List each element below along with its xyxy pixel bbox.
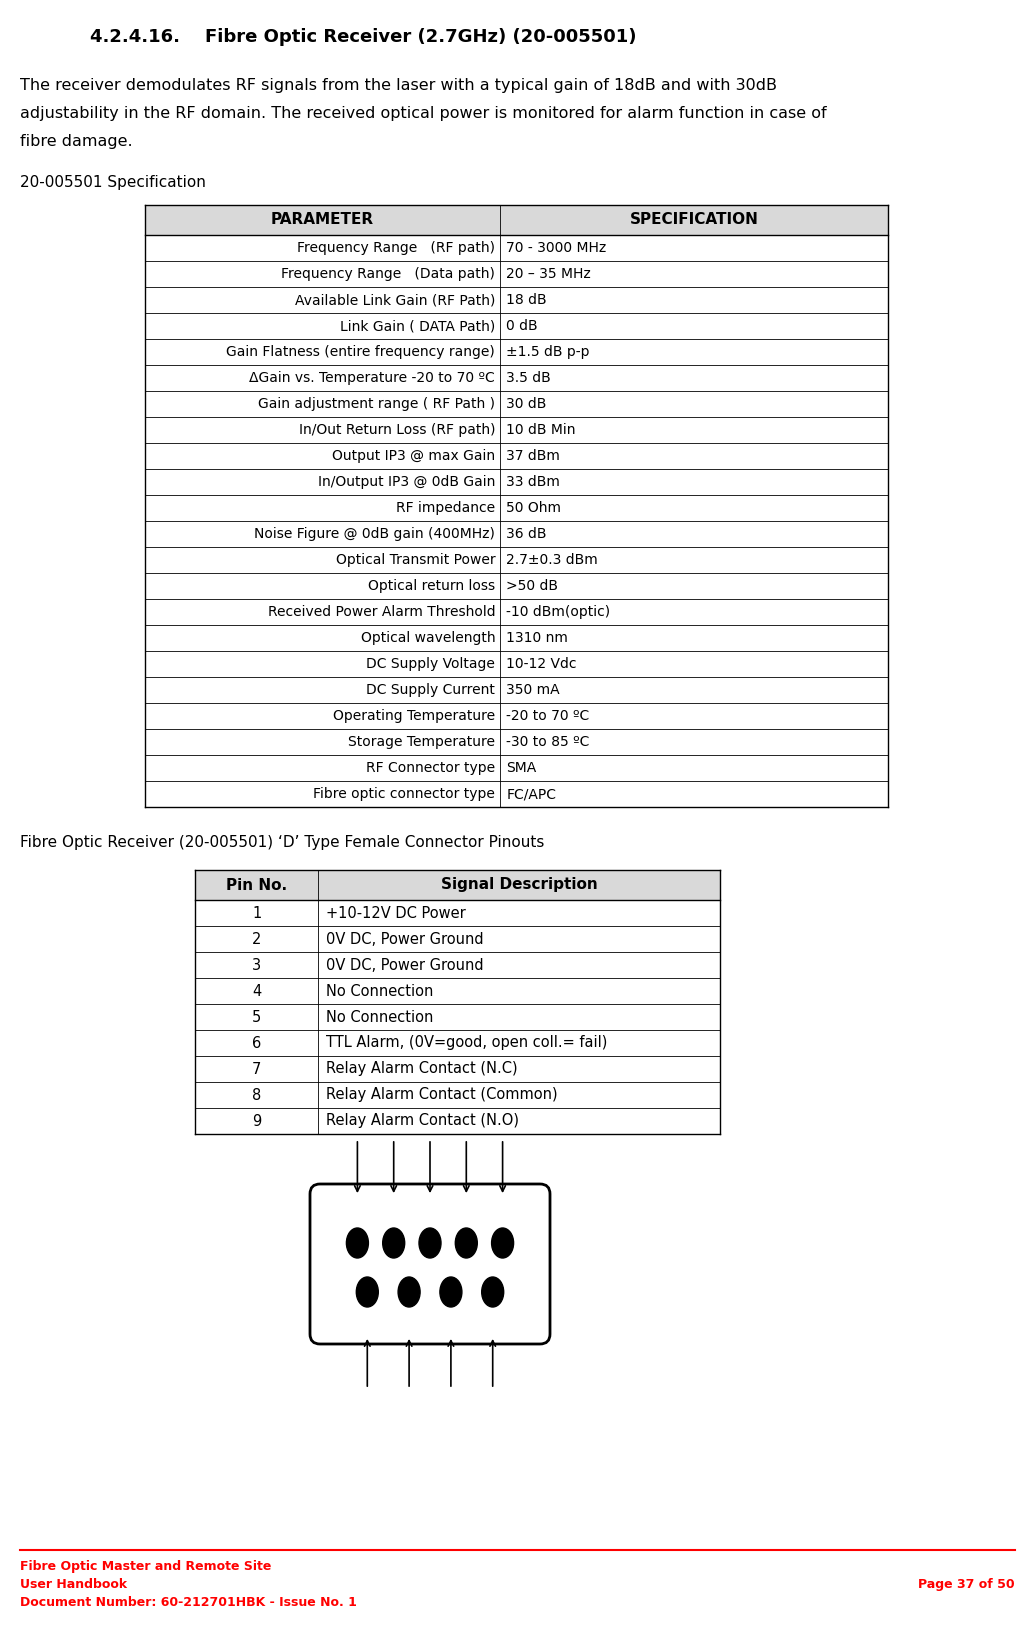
Text: SMA: SMA (506, 762, 536, 775)
Text: Page 37 of 50: Page 37 of 50 (918, 1577, 1015, 1590)
Ellipse shape (492, 1228, 513, 1258)
Text: 4: 4 (253, 983, 261, 999)
Text: 18 dB: 18 dB (506, 293, 546, 306)
Text: Fibre optic connector type: Fibre optic connector type (314, 786, 495, 801)
Ellipse shape (356, 1278, 379, 1307)
Text: 5: 5 (253, 1009, 261, 1024)
Text: In/Output IP3 @ 0dB Gain: In/Output IP3 @ 0dB Gain (318, 475, 495, 490)
Text: -10 dBm(optic): -10 dBm(optic) (506, 604, 611, 619)
Text: Operating Temperature: Operating Temperature (333, 709, 495, 722)
Ellipse shape (481, 1278, 504, 1307)
Text: DC Supply Current: DC Supply Current (366, 683, 495, 698)
Text: Pin No.: Pin No. (226, 878, 288, 893)
Text: 0V DC, Power Ground: 0V DC, Power Ground (326, 958, 484, 973)
Text: 7: 7 (252, 1061, 262, 1076)
Ellipse shape (419, 1228, 441, 1258)
Text: 1310 nm: 1310 nm (506, 631, 568, 645)
Text: 350 mA: 350 mA (506, 683, 560, 698)
Text: 20 – 35 MHz: 20 – 35 MHz (506, 267, 591, 282)
Text: 1: 1 (253, 906, 261, 921)
Text: Available Link Gain (RF Path): Available Link Gain (RF Path) (295, 293, 495, 306)
Text: Frequency Range   (RF path): Frequency Range (RF path) (297, 241, 495, 256)
Text: ±1.5 dB p-p: ±1.5 dB p-p (506, 346, 590, 359)
Text: 6: 6 (253, 1035, 261, 1050)
Text: 8: 8 (253, 1088, 261, 1102)
Text: 10 dB Min: 10 dB Min (506, 423, 575, 437)
Ellipse shape (347, 1228, 368, 1258)
Text: RF Connector type: RF Connector type (366, 762, 495, 775)
Text: Optical Transmit Power: Optical Transmit Power (335, 554, 495, 567)
Text: Frequency Range   (Data path): Frequency Range (Data path) (282, 267, 495, 282)
Text: Document Number: 60-212701HBK - Issue No. 1: Document Number: 60-212701HBK - Issue No… (20, 1595, 357, 1609)
Ellipse shape (383, 1228, 405, 1258)
Text: SPECIFICATION: SPECIFICATION (629, 213, 759, 228)
Text: In/Out Return Loss (RF path): In/Out Return Loss (RF path) (299, 423, 495, 437)
Text: 0V DC, Power Ground: 0V DC, Power Ground (326, 932, 484, 947)
Text: >50 dB: >50 dB (506, 578, 558, 593)
Text: Storage Temperature: Storage Temperature (348, 735, 495, 749)
Text: 4.2.4.16.    Fibre Optic Receiver (2.7GHz) (20-005501): 4.2.4.16. Fibre Optic Receiver (2.7GHz) … (90, 28, 637, 46)
Text: Fibre Optic Master and Remote Site: Fibre Optic Master and Remote Site (20, 1559, 271, 1572)
Text: Gain adjustment range ( RF Path ): Gain adjustment range ( RF Path ) (258, 396, 495, 411)
Text: Output IP3 @ max Gain: Output IP3 @ max Gain (332, 449, 495, 464)
Text: Relay Alarm Contact (N.C): Relay Alarm Contact (N.C) (326, 1061, 518, 1076)
Text: Optical return loss: Optical return loss (368, 578, 495, 593)
Text: 70 - 3000 MHz: 70 - 3000 MHz (506, 241, 607, 256)
Text: Gain Flatness (entire frequency range): Gain Flatness (entire frequency range) (227, 346, 495, 359)
Text: Relay Alarm Contact (Common): Relay Alarm Contact (Common) (326, 1088, 558, 1102)
Text: 9: 9 (253, 1114, 261, 1129)
Text: fibre damage.: fibre damage. (20, 134, 132, 149)
Text: PARAMETER: PARAMETER (271, 213, 374, 228)
Ellipse shape (440, 1278, 462, 1307)
Text: Link Gain ( DATA Path): Link Gain ( DATA Path) (339, 319, 495, 333)
Text: Optical wavelength: Optical wavelength (360, 631, 495, 645)
Text: 2.7±0.3 dBm: 2.7±0.3 dBm (506, 554, 598, 567)
Text: FC/APC: FC/APC (506, 786, 556, 801)
Text: Relay Alarm Contact (N.O): Relay Alarm Contact (N.O) (326, 1114, 520, 1129)
Text: Received Power Alarm Threshold: Received Power Alarm Threshold (267, 604, 495, 619)
Text: adjustability in the RF domain. The received optical power is monitored for alar: adjustability in the RF domain. The rece… (20, 106, 827, 121)
Text: Noise Figure @ 0dB gain (400MHz): Noise Figure @ 0dB gain (400MHz) (255, 527, 495, 541)
Text: 3.5 dB: 3.5 dB (506, 370, 551, 385)
Text: Fibre Optic Receiver (20-005501) ‘D’ Type Female Connector Pinouts: Fibre Optic Receiver (20-005501) ‘D’ Typ… (20, 835, 544, 850)
Text: +10-12V DC Power: +10-12V DC Power (326, 906, 466, 921)
Text: TTL Alarm, (0V=good, open coll.= fail): TTL Alarm, (0V=good, open coll.= fail) (326, 1035, 608, 1050)
Text: 37 dBm: 37 dBm (506, 449, 560, 464)
Text: 30 dB: 30 dB (506, 396, 546, 411)
Text: User Handbook: User Handbook (20, 1577, 127, 1590)
Text: 0 dB: 0 dB (506, 319, 538, 333)
Text: -30 to 85 ºC: -30 to 85 ºC (506, 735, 590, 749)
Text: No Connection: No Connection (326, 983, 434, 999)
FancyBboxPatch shape (310, 1184, 550, 1345)
Text: 33 dBm: 33 dBm (506, 475, 560, 490)
Text: ΔGain vs. Temperature -20 to 70 ºC: ΔGain vs. Temperature -20 to 70 ºC (249, 370, 495, 385)
Text: 2: 2 (252, 932, 262, 947)
Ellipse shape (398, 1278, 420, 1307)
Text: 36 dB: 36 dB (506, 527, 546, 541)
Text: 3: 3 (253, 958, 261, 973)
Text: 20-005501 Specification: 20-005501 Specification (20, 175, 206, 190)
Text: DC Supply Voltage: DC Supply Voltage (366, 657, 495, 672)
Text: 10-12 Vdc: 10-12 Vdc (506, 657, 576, 672)
Text: Signal Description: Signal Description (441, 878, 597, 893)
Text: -20 to 70 ºC: -20 to 70 ºC (506, 709, 589, 722)
Text: No Connection: No Connection (326, 1009, 434, 1024)
Text: 50 Ohm: 50 Ohm (506, 501, 561, 514)
Text: The receiver demodulates RF signals from the laser with a typical gain of 18dB a: The receiver demodulates RF signals from… (20, 79, 777, 93)
Ellipse shape (455, 1228, 477, 1258)
Text: RF impedance: RF impedance (396, 501, 495, 514)
